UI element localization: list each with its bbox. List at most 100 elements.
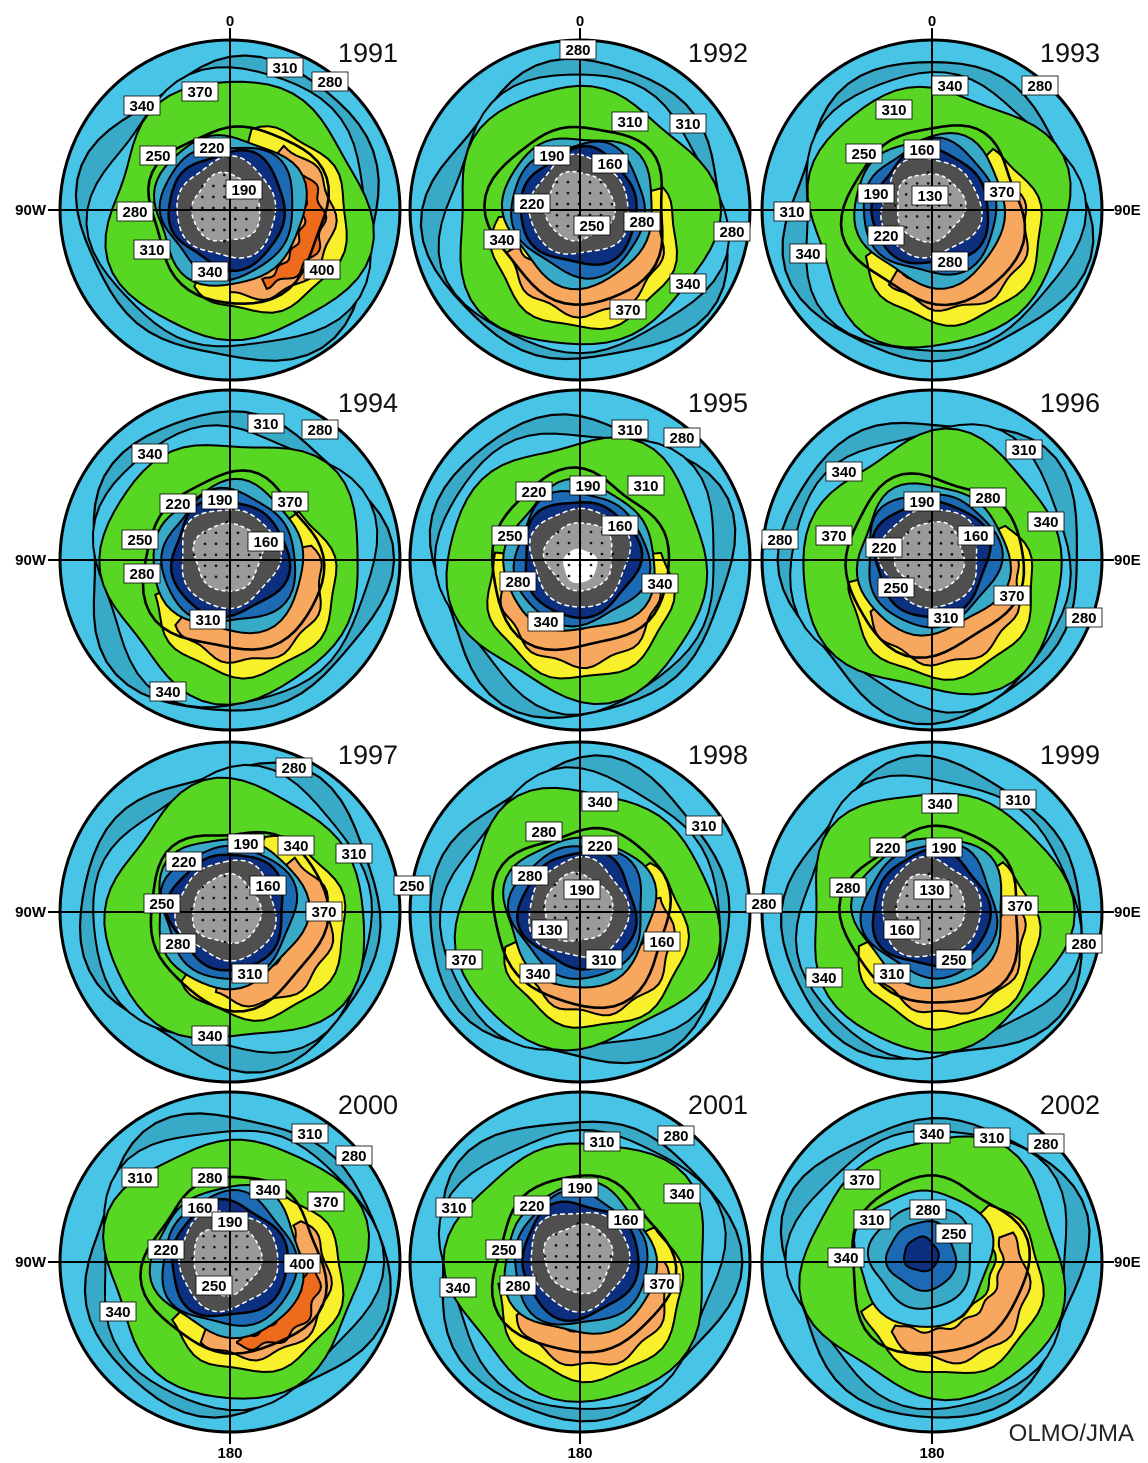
contour-label-box — [611, 111, 649, 132]
contour-label-box — [283, 1253, 321, 1274]
contour-label-box — [983, 181, 1021, 202]
contour-label-box — [305, 901, 343, 922]
contour-label: 340 — [587, 794, 612, 811]
contour-label-box — [143, 893, 181, 914]
contour-label-box — [485, 1239, 523, 1260]
contour-label-box — [225, 179, 263, 200]
contour-label-box — [641, 573, 679, 594]
contour-label-box — [191, 261, 229, 282]
axis-label-bottom: 180 — [217, 1445, 242, 1458]
contour-label-box — [181, 81, 219, 102]
contour-label-box — [931, 75, 969, 96]
contour-label: 340 — [105, 1304, 130, 1321]
contour-label-box — [829, 877, 867, 898]
contour-label: 220 — [521, 484, 546, 501]
contour-label-box — [973, 1127, 1011, 1148]
panel-year: 2000 — [338, 1090, 398, 1120]
contour-label-box — [121, 1167, 159, 1188]
contour-label: 310 — [859, 1212, 884, 1229]
axis-label-right: 90E — [1114, 1254, 1141, 1271]
contour-label: 250 — [145, 148, 170, 165]
contour-label: 370 — [1007, 898, 1032, 915]
contour-label: 340 — [811, 970, 836, 987]
contour-label-box — [123, 95, 161, 116]
contour-label-box — [935, 949, 973, 970]
contour-label-box — [573, 215, 611, 236]
contour-label: 310 — [127, 1170, 152, 1187]
contour-label-box — [867, 225, 905, 246]
panel-year: 2002 — [1040, 1090, 1100, 1120]
contour-label-box — [483, 229, 521, 250]
contour-label: 400 — [309, 262, 334, 279]
contour-label-box — [773, 201, 811, 222]
contour-label: 130 — [919, 882, 944, 899]
contour-label: 250 — [941, 952, 966, 969]
contour-label-box — [533, 145, 571, 166]
contour-label: 340 — [525, 966, 550, 983]
contour-label-box — [249, 1179, 287, 1200]
contour-label-box — [1065, 607, 1103, 628]
contour-label: 340 — [795, 246, 820, 263]
axis-label-bottom: 180 — [567, 1445, 592, 1458]
coastline — [149, 830, 330, 1013]
contour-label-box — [1065, 933, 1103, 954]
contour-label-box — [189, 609, 227, 630]
contour-label-box — [247, 413, 285, 434]
contour-label: 160 — [963, 528, 988, 545]
contour-label-box — [623, 211, 661, 232]
contour-label-box — [445, 949, 483, 970]
contour-label: 190 — [217, 1214, 242, 1231]
contour-label: 340 — [647, 576, 672, 593]
contour-label: 310 — [675, 116, 700, 133]
contour-label: 160 — [187, 1200, 212, 1217]
polar-map-panel: 340 310 280 220 280 190 130 160 370 340 310 250 1998 — [393, 730, 762, 1094]
contour-label: 190 — [909, 494, 934, 511]
contour-label-box — [271, 491, 309, 512]
contour-label-box — [925, 837, 963, 858]
contour-label-box — [1005, 439, 1043, 460]
contour-label: 190 — [931, 840, 956, 857]
contour-label: 220 — [875, 840, 900, 857]
polar-map-panel: 340 310 280 370 280 310 250 340 2002 180 90E — [750, 1080, 1141, 1462]
contour-label: 280 — [975, 490, 1000, 507]
contour-label: 280 — [317, 74, 342, 91]
contour-label-box — [713, 221, 751, 242]
contour-label-box — [165, 851, 203, 872]
contour-label-box — [227, 833, 265, 854]
contour-label-box — [193, 137, 231, 158]
contour-label-box — [869, 837, 907, 858]
contour-label: 280 — [307, 422, 332, 439]
contour-label-box — [583, 1131, 621, 1152]
contour-label: 220 — [171, 854, 196, 871]
contour-label: 280 — [767, 532, 792, 549]
contour-label: 280 — [505, 574, 530, 591]
coastline — [483, 125, 664, 306]
contour-label: 310 — [591, 952, 616, 969]
contour-label-box — [531, 919, 569, 940]
contour-label: 130 — [537, 922, 562, 939]
contour-label: 280 — [629, 214, 654, 231]
contour-label-box — [499, 571, 537, 592]
contour-label-box — [865, 537, 903, 558]
panel-year: 2001 — [688, 1090, 748, 1120]
axis-label-left: 90W — [15, 202, 47, 219]
contour-label-box — [857, 183, 895, 204]
contour-label-box — [191, 1025, 229, 1046]
contour-label: 160 — [649, 934, 674, 951]
panel-year: 1998 — [688, 740, 748, 770]
contour-label-box — [957, 525, 995, 546]
contour-label: 310 — [341, 846, 366, 863]
contour-label: 220 — [165, 496, 190, 513]
axis-label-left: 90W — [15, 1254, 47, 1271]
axis-label-right: 90E — [1114, 552, 1141, 569]
contour-label: 190 — [575, 478, 600, 495]
coastline — [141, 469, 326, 651]
contour-label-box — [277, 835, 315, 856]
contour-label: 160 — [253, 534, 278, 551]
contour-label-box — [877, 577, 915, 598]
contour-label: 340 — [197, 1028, 222, 1045]
contour-label-box — [491, 525, 529, 546]
contour-label: 370 — [615, 302, 640, 319]
contour-label-box — [513, 1195, 551, 1216]
contour-label-box — [147, 1239, 185, 1260]
